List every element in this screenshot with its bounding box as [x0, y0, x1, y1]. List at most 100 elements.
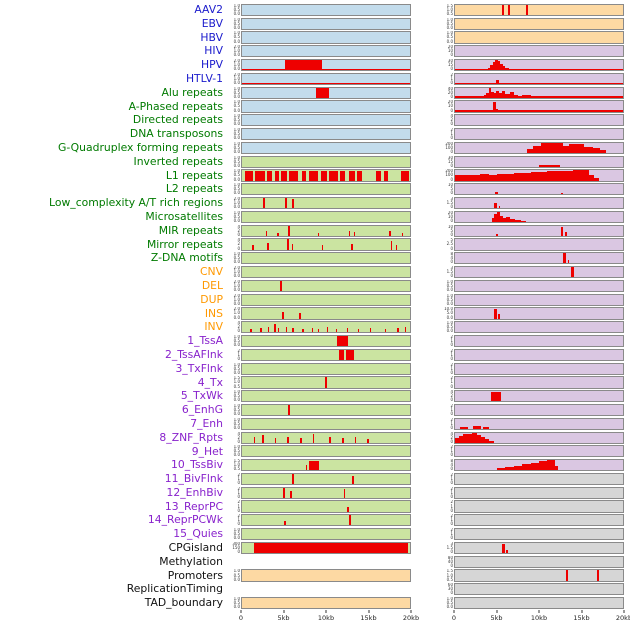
signal-bar [255, 170, 265, 181]
y-axis-ticks: 1.5 1.0 0.5 [441, 4, 454, 16]
track-row: 4_Tx 1.5 1.0 0.5 2 1 0 [0, 376, 630, 390]
y-tick-label: 2 [450, 393, 453, 399]
left-panel: 1.0 0.5 0.0 [228, 390, 411, 403]
signal-bar [589, 174, 595, 181]
y-tick-label: 10 [447, 48, 453, 54]
track-row: INV 4 2 0 1.0 0.5 0.0 [0, 320, 630, 334]
signal-bar [317, 232, 320, 236]
track-label: 12_EnhBiv [166, 485, 223, 499]
left-panel: 1.0 0.5 0.0 [228, 417, 411, 430]
y-tick-label: 2.0 [233, 307, 240, 312]
signal-bar [283, 487, 285, 498]
y-tick-label: 0.0 [233, 190, 240, 196]
right-panel: 5 2.5 0 [441, 238, 624, 251]
y-tick-label: 1.5 [446, 200, 453, 206]
track-label: 5_TxWk [180, 389, 223, 403]
right-panel: 1.0 0.5 0.0 [441, 597, 624, 610]
y-axis-ticks: 1.0 0.5 0.0 [228, 169, 241, 181]
left-panel: 1.0 0.5 0.0 [228, 334, 411, 348]
y-tick-label: 0 [450, 162, 453, 168]
y-tick-label: 0 [450, 135, 453, 141]
track-strip [454, 390, 624, 403]
track-row: 2_TssAFlnk 2 1 0 2 1 0 [0, 348, 630, 362]
y-tick-label: 0.0 [446, 286, 453, 292]
y-tick-label: 0.0 [446, 314, 453, 320]
signal-bar [496, 90, 499, 98]
track-strip [454, 348, 624, 361]
y-tick-label: 0.0 [233, 24, 240, 30]
y-tick-label: 8 [450, 459, 453, 464]
signal-baseline [455, 110, 623, 112]
signal-bar [596, 570, 600, 581]
signal-bar [287, 239, 290, 250]
track-row: 14_ReprPCWk 2 1 0 2 1 0 [0, 513, 630, 527]
track-strip [454, 307, 624, 320]
y-tick-label: 1.0 [446, 6, 453, 12]
signal-bar [262, 434, 264, 443]
track-row: INS 2.0 1.0 0.0 10.0 5.0 0.0 [0, 307, 630, 321]
y-tick-label: 2 [237, 486, 240, 491]
signal-bar [565, 570, 568, 581]
y-tick-label: 0 [237, 507, 240, 513]
y-tick-label: 0 [450, 148, 453, 154]
left-panel: 1.0 0.5 0.0 [228, 141, 411, 154]
y-tick-label: 200 [445, 141, 453, 146]
signal-bar [539, 164, 552, 167]
y-tick-label: 0.5 [446, 296, 453, 302]
track-strip [454, 583, 624, 596]
y-axis-ticks: 1.0 0.5 0.0 [228, 335, 241, 347]
track-label: A-Phased repeats [128, 99, 223, 113]
y-tick-label: 0.5 [233, 186, 240, 192]
left-panel: 1.0 0.5 0.0 [228, 127, 411, 141]
x-axis-left-panel: 0 5kb 10kb 15kb 20kb [239, 610, 419, 625]
track-row: Inverted repeats 1.0 0.5 0.0 30 15 0 [0, 155, 630, 169]
track-strip [454, 569, 624, 582]
signal-bar [274, 170, 279, 181]
y-axis-ticks: 300 150 0 [228, 542, 241, 554]
y-axis-ticks [228, 556, 241, 568]
y-tick-label: 0 [237, 438, 240, 444]
track-strip [454, 265, 624, 279]
track-row: HIV 2.0 1.0 0.0 20 10 0 [0, 44, 630, 58]
y-axis-ticks: 1.5 1.0 0.5 [228, 376, 241, 388]
y-tick-label: 2 [450, 334, 453, 339]
track-strip [454, 31, 624, 44]
signal-bar [336, 336, 348, 347]
right-panel: 1.5 1.0 0.5 [441, 3, 624, 16]
y-axis-ticks: 2.0 1.0 0.0 [228, 45, 241, 57]
track-strip [241, 155, 411, 168]
left-panel: 1.0 0.5 0.0 [228, 445, 411, 458]
signal-bar [343, 488, 346, 498]
signal-bar [301, 170, 306, 181]
y-axis-ticks: 1.0 0.5 0.0 [228, 156, 241, 168]
signal-bar [284, 60, 322, 71]
signal-baseline [455, 68, 623, 71]
track-label: 14_ReprPCWk [147, 513, 223, 527]
y-axis-ticks: 1.0 0.5 0.0 [228, 418, 241, 430]
signal-bar [481, 437, 486, 443]
signal-bar [522, 464, 531, 471]
signal-bar [383, 170, 389, 181]
signal-bar [510, 218, 516, 222]
y-tick-label: 0 [450, 521, 453, 527]
y-tick-label: 1.0 [233, 114, 240, 119]
track-label: 1_TssA [187, 334, 223, 348]
track-label: 9_Het [191, 444, 223, 458]
y-tick-label: 4 [450, 390, 453, 395]
right-panel: 30 15 0 [441, 155, 624, 168]
y-tick-label: 1.0 [233, 569, 240, 574]
left-panel: 1.0 0.5 0.0 [228, 403, 411, 417]
y-axis-ticks: 1.0 0.5 0.0 [228, 4, 241, 16]
y-tick-label: 2 [450, 445, 453, 450]
y-tick-label: 2 [450, 528, 453, 533]
y-axis-ticks: 1.0 0.5 0.0 [228, 114, 241, 126]
left-panel: 1.0 0.5 0.0 [228, 362, 411, 375]
y-axis-ticks: 60 30 0 [441, 583, 454, 595]
y-tick-label: 1.5 [446, 269, 453, 275]
left-panel: 2.0 1.0 0.0 [228, 45, 411, 58]
track-row: Promoters 1.0 0.5 0.0 1.5 1.0 0.5 [0, 569, 630, 583]
signal-bar [485, 439, 490, 443]
y-axis-ticks: 1.0 0.5 0.0 [228, 142, 241, 154]
